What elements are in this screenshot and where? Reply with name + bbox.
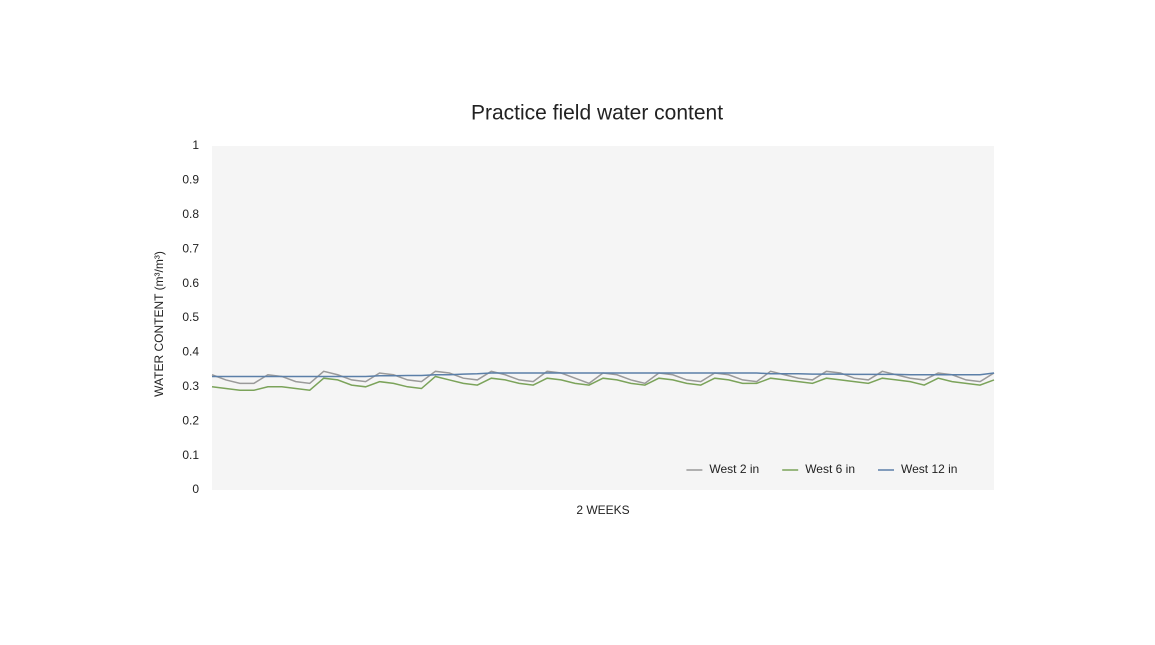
y-tick-label: 0.1 (182, 448, 199, 462)
y-axis-label: WATER CONTENT (m³/m³) (152, 251, 166, 397)
legend-label: West 12 in (901, 462, 957, 476)
y-tick-label: 0.9 (182, 173, 199, 187)
plot-area (212, 146, 994, 490)
y-tick-label: 0.3 (182, 379, 199, 393)
y-tick-label: 1 (192, 138, 199, 152)
y-tick-label: 0.2 (182, 413, 199, 427)
y-tick-label: 0.5 (182, 310, 199, 324)
y-tick-label: 0 (192, 482, 199, 496)
y-tick-label: 0.7 (182, 241, 199, 255)
x-axis-label: 2 WEEKS (576, 503, 629, 517)
chart-title: Practice field water content (471, 102, 723, 125)
series-line (211, 375, 995, 392)
legend-label: West 2 in (709, 462, 759, 476)
legend-label: West 6 in (805, 462, 855, 476)
y-tick-label: 0.6 (182, 276, 199, 290)
y-tick-label: 0.8 (182, 207, 199, 221)
y-tick-label: 0.4 (182, 345, 199, 359)
series-line (212, 372, 995, 378)
